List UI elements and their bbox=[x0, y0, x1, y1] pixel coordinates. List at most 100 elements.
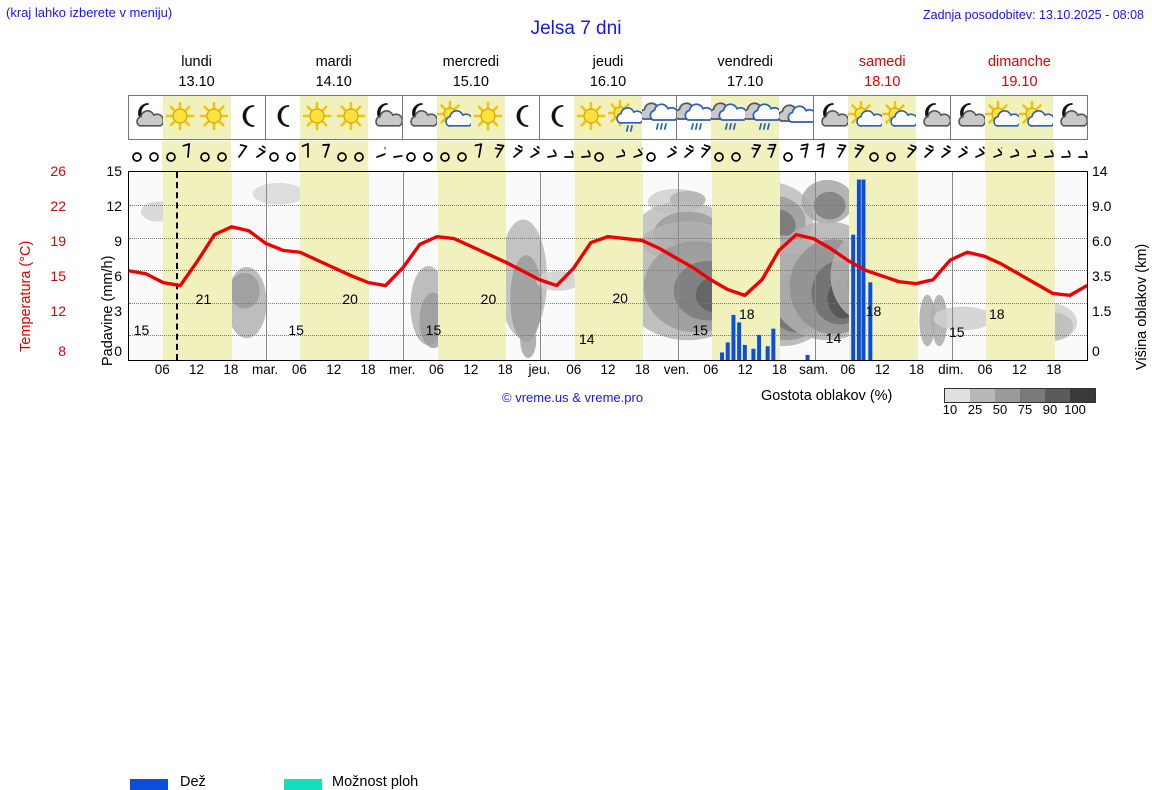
x-axis-tick: jeu. bbox=[529, 362, 551, 377]
moon-cloud-icon bbox=[950, 96, 985, 139]
sun-cloud-icon bbox=[1019, 96, 1053, 139]
moon-cloud-icon bbox=[402, 96, 437, 139]
sun-icon bbox=[334, 96, 368, 139]
sun-icon bbox=[471, 96, 505, 139]
wind-barb bbox=[368, 141, 385, 171]
temperature-label: 18 bbox=[739, 306, 755, 322]
x-axis-tick: mar. bbox=[252, 362, 278, 377]
sun-cloud-icon bbox=[437, 96, 471, 139]
moon-cloud-icon bbox=[368, 96, 402, 139]
temperature-label: 21 bbox=[196, 291, 212, 307]
day-name: mercredi bbox=[402, 52, 539, 72]
temperature-label: 15 bbox=[134, 322, 150, 338]
x-axis-tick: 18 bbox=[360, 362, 375, 377]
precipitation-tick: 6 bbox=[98, 268, 122, 284]
cloud-density-segment bbox=[1045, 389, 1070, 402]
sun-icon bbox=[197, 96, 231, 139]
wind-barb bbox=[968, 141, 985, 171]
wind-barb bbox=[1054, 141, 1071, 171]
wind-barb bbox=[985, 141, 1002, 171]
wind-barb bbox=[145, 141, 162, 171]
temperature-tick: 19 bbox=[38, 233, 66, 249]
temperature-tick: 22 bbox=[38, 198, 66, 214]
wind-barb bbox=[745, 141, 762, 171]
wind-barb bbox=[831, 141, 848, 171]
wind-barb bbox=[385, 141, 402, 171]
wind-barb-strip bbox=[128, 141, 1088, 171]
x-axis-tick: 12 bbox=[738, 362, 753, 377]
temperature-label: 14 bbox=[826, 330, 842, 346]
wind-barb bbox=[162, 141, 179, 171]
x-axis-tick: 12 bbox=[1012, 362, 1027, 377]
temperature-axis-title: Temperatura (°C) bbox=[18, 241, 34, 352]
cloud-density-scale bbox=[944, 388, 1096, 403]
precipitation-tick: 0 bbox=[98, 343, 122, 359]
showers-legend-label: Možnost ploh bbox=[332, 774, 418, 790]
x-axis-tick: 18 bbox=[635, 362, 650, 377]
wind-barb bbox=[1036, 141, 1053, 171]
moon-cloud-icon bbox=[1053, 96, 1087, 139]
wind-barb bbox=[762, 141, 779, 171]
wind-barb bbox=[282, 141, 299, 171]
x-axis-tick: 06 bbox=[292, 362, 307, 377]
day-name: mardi bbox=[265, 52, 402, 72]
x-axis-tick: 06 bbox=[566, 362, 581, 377]
day-date: 16.10 bbox=[539, 72, 676, 92]
wind-barb bbox=[625, 141, 642, 171]
cloud-height-tick: 6.0 bbox=[1092, 233, 1111, 249]
day-date: 19.10 bbox=[951, 72, 1088, 92]
wind-barb bbox=[505, 141, 522, 171]
temperature-label: 20 bbox=[342, 291, 358, 307]
x-axis-tick: 06 bbox=[840, 362, 855, 377]
temperature-label: 15 bbox=[288, 322, 304, 338]
x-axis-tick: 06 bbox=[155, 362, 170, 377]
wind-barb bbox=[231, 141, 248, 171]
temperature-tick: 15 bbox=[38, 268, 66, 284]
cloud-density-tick: 25 bbox=[968, 402, 982, 417]
cloud-density-tick: 10 bbox=[943, 402, 957, 417]
x-axis-tick: 12 bbox=[326, 362, 341, 377]
cloud-height-tick: 14 bbox=[1092, 163, 1108, 179]
cloud-rain-icon bbox=[676, 96, 711, 139]
temperature-tick: 8 bbox=[38, 343, 66, 359]
day-date: 17.10 bbox=[677, 72, 814, 92]
temperature-label: 15 bbox=[692, 322, 708, 338]
wind-barb bbox=[334, 141, 351, 171]
cloud-height-tick: 9.0 bbox=[1092, 198, 1111, 214]
wind-barb bbox=[865, 141, 882, 171]
cloud-height-tick: 0 bbox=[1092, 343, 1100, 359]
cloud-height-axis-title: Višina oblakov (km) bbox=[1134, 244, 1150, 370]
wind-barb bbox=[711, 141, 728, 171]
wind-barb bbox=[419, 141, 436, 171]
cloud-density-segment bbox=[995, 389, 1020, 402]
copyright-link[interactable]: © vreme.us & vreme.pro bbox=[502, 390, 643, 405]
x-axis-tick: mer. bbox=[389, 362, 415, 377]
wind-barb bbox=[557, 141, 574, 171]
cloud-height-tick: 3.5 bbox=[1092, 268, 1111, 284]
cloud-rain-icon bbox=[642, 96, 676, 139]
cloud-density-tick: 50 bbox=[993, 402, 1007, 417]
sun-icon bbox=[574, 96, 608, 139]
wind-barb bbox=[608, 141, 625, 171]
x-axis-tick: 18 bbox=[498, 362, 513, 377]
temperature-tick: 12 bbox=[38, 303, 66, 319]
wind-barb bbox=[179, 141, 196, 171]
wind-barb bbox=[248, 141, 265, 171]
x-axis-tick: 12 bbox=[189, 362, 204, 377]
day-name: jeudi bbox=[539, 52, 676, 72]
x-axis-tick: 06 bbox=[429, 362, 444, 377]
wind-barb bbox=[728, 141, 745, 171]
cloud-density-tick: 75 bbox=[1018, 402, 1032, 417]
wind-barb bbox=[934, 141, 951, 171]
wind-barb bbox=[694, 141, 711, 171]
x-axis-tick: dim. bbox=[938, 362, 964, 377]
wind-barb bbox=[522, 141, 539, 171]
temperature-label: 14 bbox=[579, 331, 595, 347]
